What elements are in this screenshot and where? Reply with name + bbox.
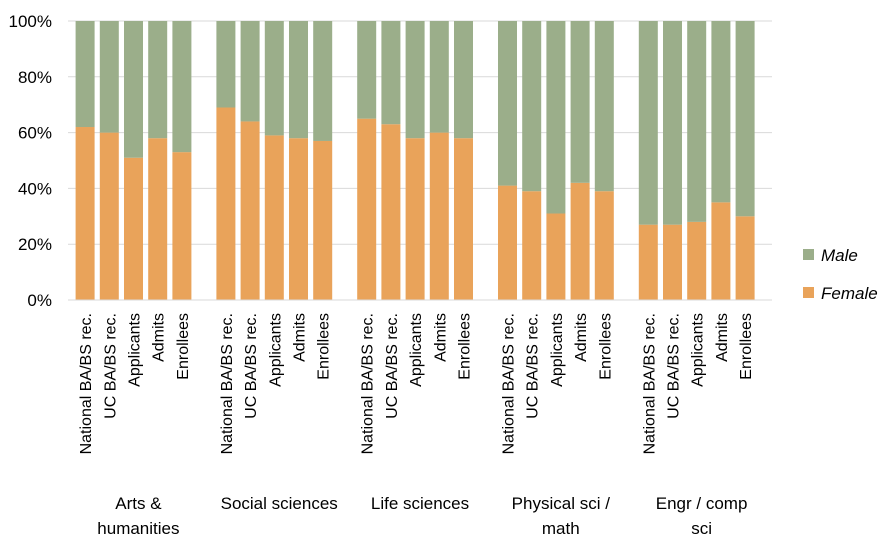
bar-male <box>357 21 377 119</box>
bar-male <box>594 21 614 192</box>
bar-female <box>240 121 260 300</box>
bar-male <box>638 21 658 225</box>
bars <box>75 21 755 301</box>
category-label: Applicants <box>127 313 144 387</box>
bar-male <box>687 21 707 222</box>
bar-male <box>75 21 95 128</box>
group-label-engr-comp-sci: sci <box>691 519 712 538</box>
bar-male <box>454 21 473 139</box>
bar-female <box>75 127 95 301</box>
category-label: Applicants <box>549 313 566 387</box>
group-label-arts-humanities: Arts & <box>115 494 162 513</box>
category-label: Admits <box>432 313 449 362</box>
category-label: UC BA/BS rec. <box>243 313 260 419</box>
bar-male <box>735 21 755 217</box>
y-tick-label: 80% <box>18 68 52 87</box>
category-label: Enrollees <box>738 313 755 380</box>
category-label: UC BA/BS rec. <box>102 313 119 419</box>
y-tick-label: 40% <box>18 179 52 198</box>
bar-female <box>687 221 707 300</box>
bar-female <box>264 135 284 300</box>
bar-female <box>522 191 542 300</box>
bar-female <box>594 191 614 300</box>
legend-label-female: Female <box>821 284 878 303</box>
bar-female <box>498 185 517 300</box>
category-label: National BA/BS rec. <box>219 313 236 454</box>
category-label: Applicants <box>690 313 707 387</box>
bar-female <box>454 138 473 300</box>
bar-male <box>381 21 401 125</box>
category-label: Enrollees <box>597 313 614 380</box>
category-label: National BA/BS rec. <box>501 313 518 454</box>
bar-male <box>148 21 168 139</box>
bar-male <box>429 21 449 133</box>
bar-male <box>405 21 425 139</box>
bar-male <box>570 21 590 183</box>
group-label-social-sciences: Social sciences <box>221 494 338 513</box>
bar-female <box>570 182 590 300</box>
category-label: National BA/BS rec. <box>360 313 377 454</box>
category-labels: National BA/BS rec. UC BA/BS rec. Applican… <box>78 313 755 454</box>
group-label-life-sciences: Life sciences <box>371 494 469 513</box>
bar-male <box>546 21 566 214</box>
bar-female <box>124 157 143 300</box>
bar-male <box>289 21 308 139</box>
bar-female <box>429 132 449 300</box>
bar-male <box>240 21 260 122</box>
bar-female <box>172 152 192 300</box>
group-label-physical-sci-math: math <box>542 519 580 538</box>
legend-swatch-female <box>803 287 814 298</box>
legend: Male Female <box>803 246 878 303</box>
bar-female <box>663 224 682 300</box>
group-label-physical-sci-math: Physical sci / <box>512 494 611 513</box>
bar-male <box>124 21 143 158</box>
y-axis-ticks: 0% 20% 40% 60% 80% 100% <box>9 12 52 310</box>
y-tick-label: 20% <box>18 235 52 254</box>
category-label: National BA/BS rec. <box>641 313 658 454</box>
bar-female <box>216 107 236 301</box>
bar-female <box>289 138 308 300</box>
bar-male <box>522 21 542 192</box>
category-label: Applicants <box>408 313 425 387</box>
category-label: Admits <box>714 313 731 362</box>
group-labels: Arts & humanities Social sciences Life scie… <box>97 494 747 538</box>
bar-female <box>313 140 333 300</box>
bar-female <box>711 202 731 300</box>
bar-female <box>546 213 566 300</box>
bar-female <box>99 132 119 300</box>
bar-male <box>498 21 517 186</box>
bar-male <box>99 21 119 133</box>
category-label: UC BA/BS rec. <box>384 313 401 419</box>
category-label: Enrollees <box>316 313 333 380</box>
group-label-arts-humanities: humanities <box>97 519 179 538</box>
bar-female <box>405 138 425 300</box>
bar-male <box>172 21 192 153</box>
bar-female <box>381 124 401 300</box>
category-label: UC BA/BS rec. <box>525 313 542 419</box>
legend-swatch-male <box>803 249 814 260</box>
category-label: National BA/BS rec. <box>78 313 95 454</box>
category-label: Applicants <box>267 313 284 387</box>
bar-male <box>711 21 731 203</box>
bar-male <box>313 21 333 141</box>
category-label: UC BA/BS rec. <box>666 313 683 419</box>
bar-male <box>663 21 682 225</box>
y-tick-label: 100% <box>9 12 52 31</box>
legend-label-male: Male <box>821 246 858 265</box>
y-tick-label: 0% <box>27 291 52 310</box>
bar-female <box>735 216 755 300</box>
category-label: Admits <box>292 313 309 362</box>
category-label: Admits <box>573 313 590 362</box>
category-label: Enrollees <box>175 313 192 380</box>
category-label: Admits <box>151 313 168 362</box>
bar-female <box>148 138 168 300</box>
bar-female <box>357 118 377 301</box>
y-tick-label: 60% <box>18 124 52 143</box>
bar-male <box>216 21 236 108</box>
bar-male <box>264 21 284 136</box>
bar-female <box>638 224 658 300</box>
category-label: Enrollees <box>457 313 474 380</box>
group-label-engr-comp-sci: Engr / comp <box>656 494 748 513</box>
